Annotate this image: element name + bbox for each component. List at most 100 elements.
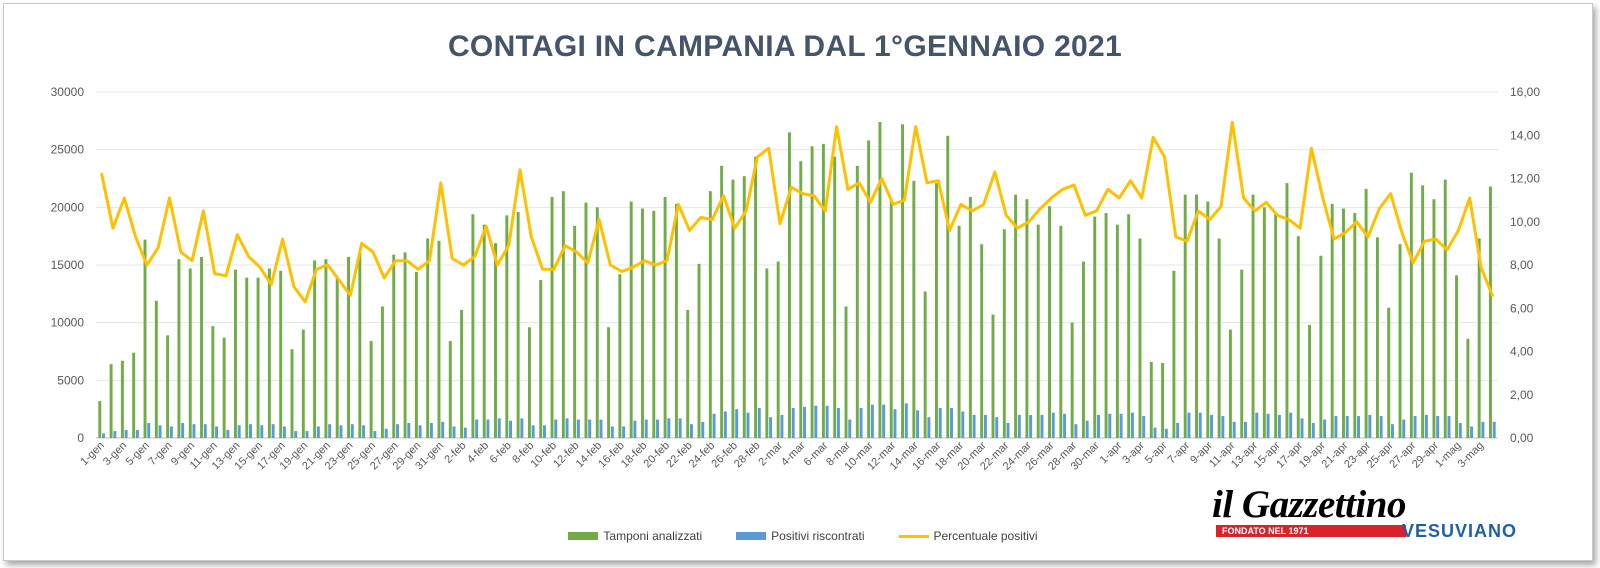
bar-tamponi: [166, 335, 170, 438]
bar-tamponi: [494, 243, 497, 438]
bar-positivi: [1063, 413, 1067, 438]
bar-positivi: [1040, 414, 1044, 438]
bar-tamponi: [1489, 186, 1492, 438]
bar-positivi: [1323, 419, 1327, 438]
bar-positivi: [1357, 416, 1361, 438]
bar-tamponi: [595, 207, 599, 438]
bar-positivi: [1108, 413, 1112, 438]
bar-positivi: [950, 408, 953, 438]
bar-tamponi: [788, 132, 791, 438]
y-left-tick: 25000: [51, 143, 85, 157]
x-tick-label: 3-gen: [101, 440, 129, 468]
bar-tamponi: [358, 251, 362, 438]
x-axis-labels: 1-gen3-gen5-gen7-gen9-gen11-gen13-gen15-…: [78, 439, 1486, 472]
bar-tamponi: [1398, 244, 1402, 438]
bar-positivi: [463, 427, 467, 438]
bar-tamponi: [1217, 238, 1221, 438]
bar-positivi: [1051, 412, 1055, 438]
bar-tamponi: [629, 201, 633, 438]
bar-positivi: [362, 425, 366, 438]
x-tick-label: 1-apr: [1098, 439, 1125, 466]
bar-tamponi: [957, 225, 961, 438]
bar-positivi: [610, 426, 614, 438]
bar-tamponi: [369, 341, 373, 438]
bar-positivi: [1436, 416, 1440, 438]
bar-positivi: [916, 410, 920, 438]
bar-positivi: [407, 423, 411, 438]
bar-tamponi: [188, 268, 192, 438]
bar-positivi: [203, 424, 207, 438]
bar-tamponi: [403, 252, 407, 438]
line-layer: [100, 120, 1494, 304]
bar-positivi: [972, 414, 976, 438]
bar-positivi: [1176, 423, 1180, 438]
line-percentuale: [100, 120, 1494, 304]
bar-tamponi: [1455, 275, 1459, 438]
bar-positivi: [1198, 412, 1202, 438]
x-tick-label: 5-apr: [1143, 439, 1170, 466]
bar-positivi: [904, 403, 908, 438]
bar-positivi: [1402, 419, 1406, 438]
bar-tamponi: [934, 183, 938, 438]
bar-positivi: [780, 414, 784, 438]
bar-tamponi: [754, 156, 758, 438]
bar-positivi: [520, 418, 524, 438]
bar-positivi: [723, 411, 727, 438]
bar-tamponi: [618, 274, 622, 438]
bar-tamponi: [833, 156, 837, 438]
bar-tamponi: [1002, 229, 1006, 438]
bar-positivi: [531, 425, 535, 438]
bar-tamponi: [697, 263, 701, 438]
logo-founded: FONDATO NEL 1971: [1222, 526, 1309, 536]
bar-positivi: [135, 429, 139, 438]
bar-positivi: [1119, 413, 1123, 438]
y-left-tick: 0: [77, 431, 84, 445]
logo-red-bar: [1216, 525, 1406, 537]
y-right-tick: 14,00: [1510, 128, 1540, 142]
y-left-tick: 10000: [51, 316, 85, 330]
bar-positivi: [938, 408, 942, 438]
bar-tamponi: [799, 161, 803, 438]
bar-positivi: [1413, 416, 1417, 438]
bar-positivi: [803, 406, 806, 438]
logo-subtitle: VESUVIANO: [1402, 521, 1518, 541]
bar-positivi: [656, 419, 660, 438]
bar-positivi: [554, 419, 558, 438]
bar-tamponi: [776, 261, 780, 438]
y-left-tick: 5000: [57, 373, 84, 387]
bar-tamponi: [437, 240, 441, 438]
bar-positivi: [396, 424, 399, 438]
bar-tamponi: [573, 225, 577, 438]
bar-positivi: [1017, 414, 1021, 438]
x-tick-label: 28-feb: [732, 440, 763, 471]
bar-tamponi: [1342, 208, 1345, 438]
bar-tamponi: [1240, 269, 1244, 438]
bar-positivi: [1266, 413, 1270, 438]
bar-tamponi: [550, 196, 554, 438]
bar-tamponi: [1262, 207, 1266, 438]
bar-positivi: [260, 425, 264, 438]
bar-positivi: [384, 428, 388, 438]
x-tick-label: 6-mar: [802, 439, 831, 468]
bar-tamponi: [980, 244, 984, 438]
bar-positivi: [599, 419, 603, 438]
bar-positivi: [1164, 428, 1168, 438]
bar-tamponi: [663, 196, 667, 438]
bar-tamponi: [584, 202, 588, 438]
bar-positivi: [249, 424, 252, 438]
bar-tamponi: [1387, 307, 1391, 438]
bar-tamponi: [1048, 206, 1051, 438]
bar-tamponi: [1149, 361, 1153, 438]
bar-positivi: [1368, 414, 1372, 438]
legend-item-positivi: Positivi riscontrati: [736, 529, 865, 543]
y-right-tick: 12,00: [1510, 172, 1540, 186]
bar-positivi: [497, 418, 501, 438]
bar-positivi: [226, 429, 230, 438]
bar-positivi: [271, 424, 275, 438]
bar-tamponi: [1161, 363, 1165, 438]
legend-swatch-tamponi: [568, 532, 599, 540]
bar-positivi: [1142, 416, 1146, 438]
bar-positivi: [294, 431, 298, 438]
bar-tamponi: [1285, 183, 1289, 438]
bar-tamponi: [200, 256, 204, 438]
